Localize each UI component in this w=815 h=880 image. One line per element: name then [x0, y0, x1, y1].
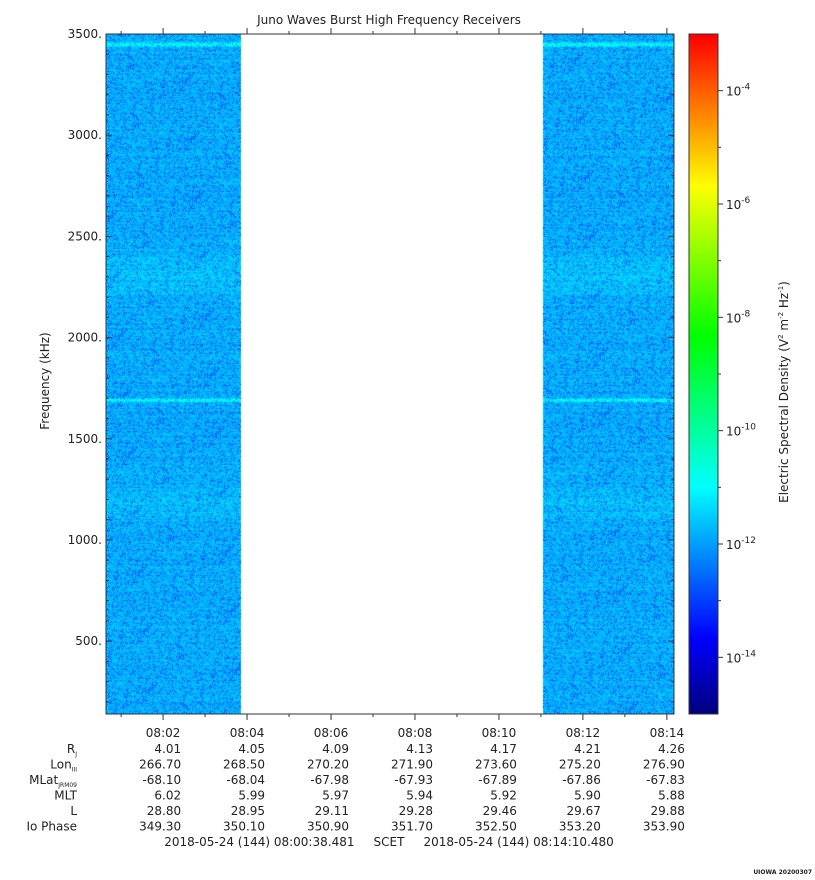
ephemeris-value: 4.01 — [154, 742, 181, 756]
y-tick-label: 1000. — [68, 533, 102, 547]
ephemeris-value: 29.67 — [567, 804, 601, 818]
colorbar-ticks: 10-14 10-12 10-10 10-8 10-6 10-4 — [718, 83, 756, 665]
colorbar-tick-label: 10-14 — [726, 649, 756, 665]
ephemeris-value: 4.09 — [322, 742, 349, 756]
ephemeris-value: -67.93 — [394, 773, 433, 787]
ephemeris-value: -67.86 — [562, 773, 601, 787]
plot-frame — [105, 33, 675, 715]
ephemeris-row-label: MLatJRM09 — [29, 773, 77, 789]
ephemeris-value: 5.90 — [574, 789, 601, 803]
x-tick-label: 08:10 — [482, 726, 517, 740]
ephemeris-value: 5.99 — [238, 789, 265, 803]
spectrogram-image — [106, 34, 674, 714]
ephemeris-value: 6.02 — [154, 789, 181, 803]
ephemeris-value: 352.50 — [475, 820, 517, 834]
ephemeris-value: 4.05 — [238, 742, 265, 756]
y-tick-label: 2500. — [68, 229, 102, 243]
ephemeris-value: 29.11 — [315, 804, 349, 818]
ephemeris-value: -67.83 — [646, 773, 685, 787]
ephemeris-value: 273.60 — [475, 758, 517, 772]
ephemeris-value: -67.89 — [478, 773, 517, 787]
colorbar-label: Electric Spectral Density (V2 m-2 Hz-1) — [777, 281, 791, 503]
ephemeris-value: -67.98 — [310, 773, 349, 787]
ephemeris-value: 28.80 — [147, 804, 181, 818]
ephemeris-row-label: LonIII — [50, 758, 77, 774]
ephemeris-value: 28.95 — [231, 804, 265, 818]
ephemeris-value: 275.20 — [559, 758, 601, 772]
x-tick-label: 08:06 — [314, 726, 349, 740]
ephemeris-row-label: Io Phase — [26, 820, 77, 834]
colorbar: 10-14 10-12 10-10 10-8 10-6 10-4 — [688, 33, 756, 715]
y-tick-label: 1500. — [68, 432, 102, 446]
colorbar-tick-label: 10-4 — [726, 83, 751, 99]
ephemeris-value: 270.20 — [307, 758, 349, 772]
y-tick-label: 3500. — [68, 27, 102, 41]
ephemeris-value: 353.90 — [643, 820, 685, 834]
time-range-footer: 2018-05-24 (144) 08:00:38.481 SCET 2018-… — [164, 835, 614, 849]
ephemeris-value: 266.70 — [139, 758, 181, 772]
x-axis-ticks: 08:02 08:04 08:06 08:08 08:10 08:12 08:14 — [120, 28, 685, 740]
colorbar-tick-label: 10-10 — [726, 423, 756, 439]
x-tick-label: 08:14 — [650, 726, 685, 740]
ephemeris-value: 353.20 — [559, 820, 601, 834]
ephemeris-row-label: MLT — [54, 789, 77, 803]
x-tick-label: 08:04 — [230, 726, 265, 740]
ephemeris-value: 5.88 — [658, 789, 685, 803]
colorbar-gradient — [689, 34, 718, 714]
plot-area: 500. 1000. 1500. 2000. 2500. 3000. 3500. 08:02… — [68, 27, 685, 740]
ephemeris-value: 276.90 — [643, 758, 685, 772]
colorbar-tick-label: 10-12 — [726, 536, 756, 552]
ephemeris-value: 271.90 — [391, 758, 433, 772]
chart-title: Juno Waves Burst High Frequency Receiver… — [256, 13, 521, 27]
y-tick-label: 2000. — [68, 331, 102, 345]
ephemeris-value: 5.92 — [490, 789, 517, 803]
y-axis-ticks: 500. 1000. 1500. 2000. 2500. 3000. 3500. — [68, 27, 674, 703]
colorbar-tick-label: 10-8 — [726, 309, 751, 325]
colorbar-tick-label: 10-6 — [726, 196, 751, 212]
ephemeris-value: 4.17 — [490, 742, 517, 756]
y-tick-label: 500. — [75, 634, 102, 648]
ephemeris-value: 4.26 — [658, 742, 685, 756]
ephemeris-value: 5.97 — [322, 789, 349, 803]
x-tick-label: 08:02 — [146, 726, 181, 740]
ephemeris-value: 268.50 — [223, 758, 265, 772]
ephemeris-value: 29.46 — [483, 804, 517, 818]
ephemeris-value: 29.88 — [651, 804, 685, 818]
ephemeris-value: 29.28 — [399, 804, 433, 818]
x-tick-label: 08:12 — [566, 726, 601, 740]
ephemeris-value: 5.94 — [406, 789, 433, 803]
y-axis-label: Frequency (kHz) — [38, 332, 52, 429]
ephemeris-value: 350.10 — [223, 820, 265, 834]
credit-stamp: UIOWA 20200307 — [753, 869, 812, 876]
ephemeris-value: 4.13 — [406, 742, 433, 756]
ephemeris-row-label: RJ — [67, 742, 77, 758]
ephemeris-value: 350.90 — [307, 820, 349, 834]
ephemeris-value: -68.04 — [226, 773, 265, 787]
ephemeris-value: 4.21 — [574, 742, 601, 756]
x-tick-label: 08:08 — [398, 726, 433, 740]
ephemeris-value: 351.70 — [391, 820, 433, 834]
y-tick-label: 3000. — [68, 128, 102, 142]
ephemeris-value: 349.30 — [139, 820, 181, 834]
ephemeris-table: RJ 4.01 4.05 4.09 4.13 4.17 4.21 4.26 LonIII 266.… — [26, 742, 684, 834]
ephemeris-row-label: L — [70, 804, 77, 818]
ephemeris-value: -68.10 — [142, 773, 181, 787]
